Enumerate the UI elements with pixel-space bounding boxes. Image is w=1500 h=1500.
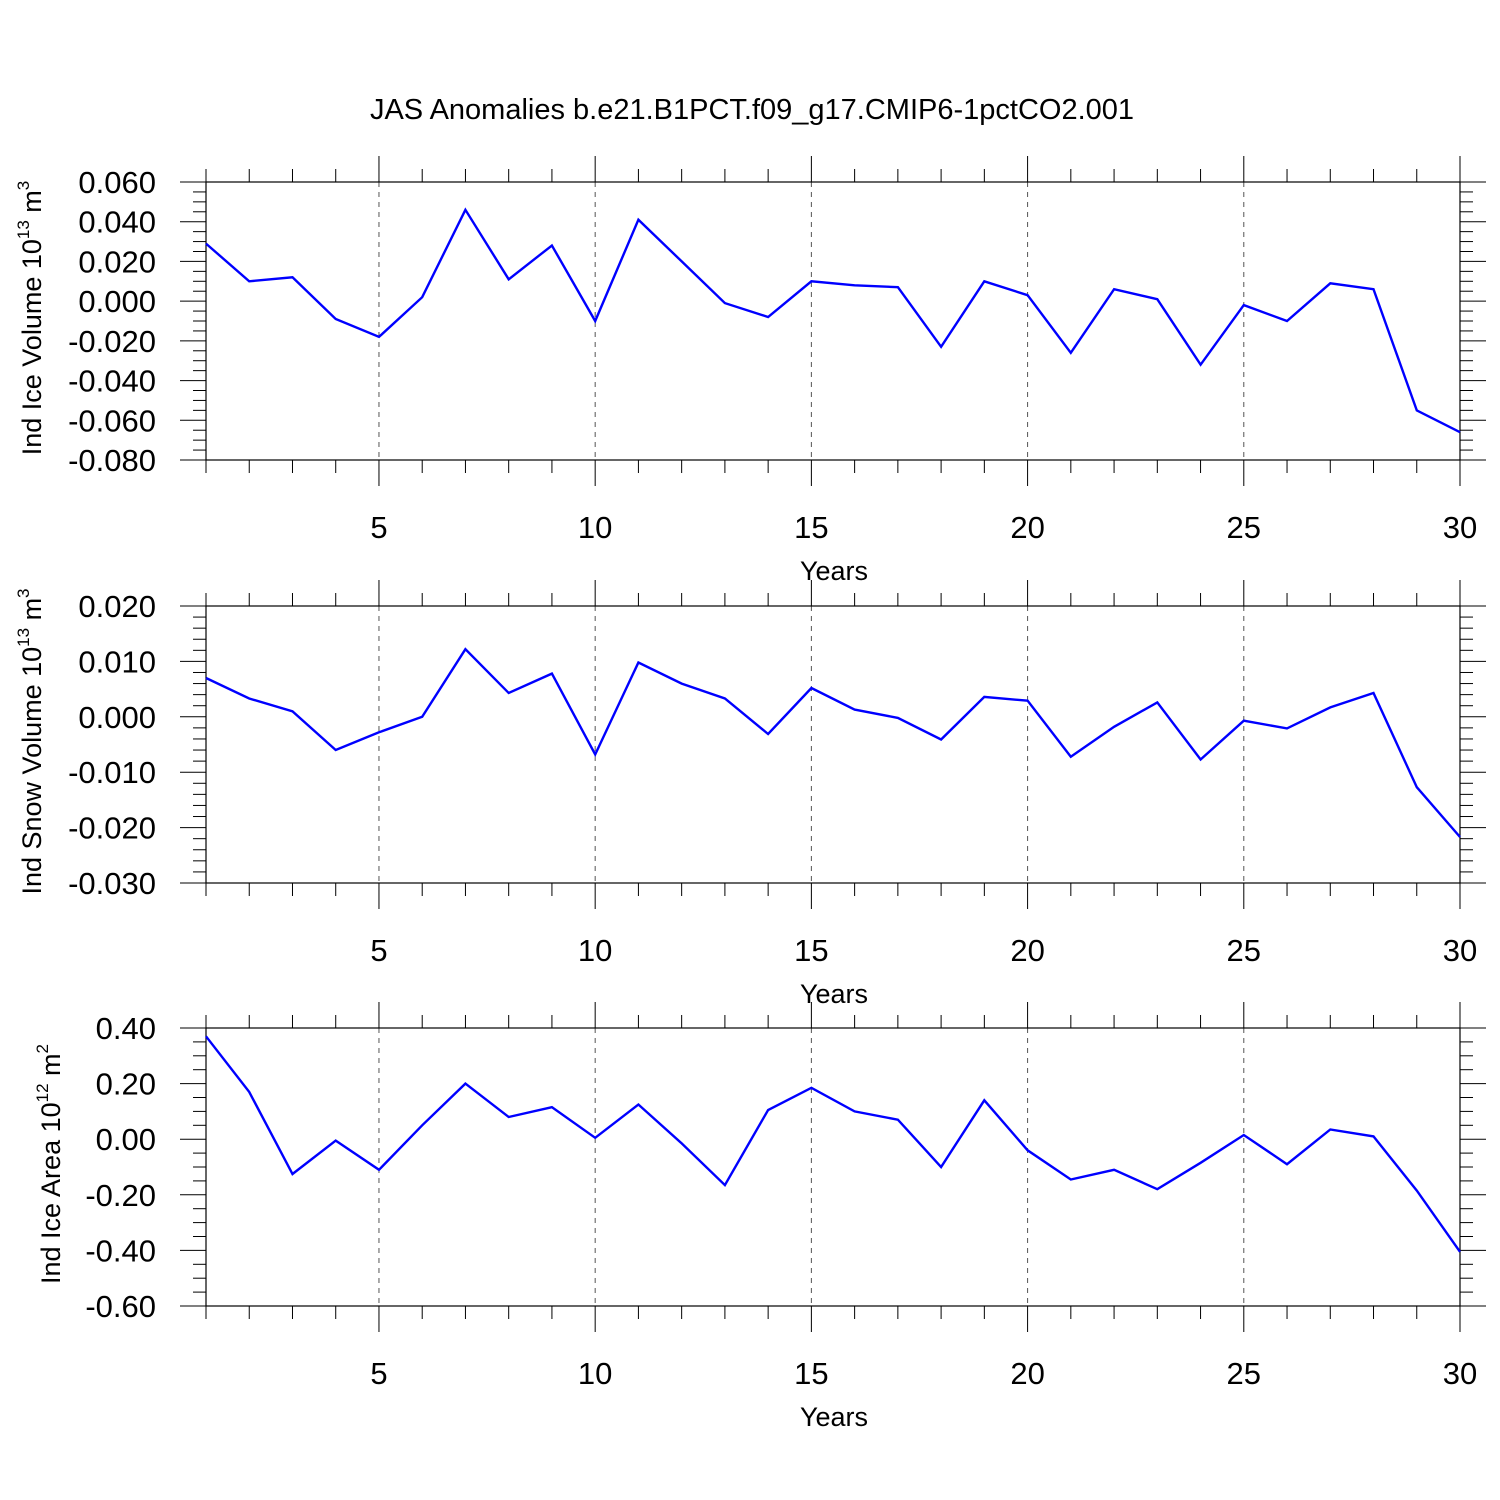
y-tick-label: 0.010: [78, 644, 156, 679]
y-tick-label: -0.060: [68, 403, 156, 438]
x-axis-label: Years: [800, 979, 868, 1009]
x-tick-label: 25: [1227, 1356, 1261, 1391]
y-tick-label: -0.010: [68, 755, 156, 790]
y-axis-label-text: Ind Ice Area 10: [36, 1102, 66, 1284]
x-tick-label: 30: [1443, 1356, 1477, 1391]
y-axis-label-unit: m: [17, 598, 47, 628]
x-tick-label: 30: [1443, 510, 1477, 545]
x-tick-label: 5: [370, 1356, 387, 1391]
series-line: [205, 647, 1461, 838]
y-tick-label: -0.030: [68, 866, 156, 901]
x-tick-label: 20: [1010, 510, 1044, 545]
y-tick-label: -0.40: [85, 1233, 156, 1268]
y-axis-label-exponent: 13: [14, 220, 33, 239]
series-line: [205, 207, 1461, 434]
x-tick-label: 15: [794, 1356, 828, 1391]
x-tick-label: 10: [578, 933, 612, 968]
x-tick-label: 15: [794, 933, 828, 968]
y-axis-label-unit-exponent: 2: [33, 1044, 52, 1053]
y-tick-label: 0.20: [96, 1067, 156, 1102]
x-tick-label: 15: [794, 510, 828, 545]
y-axis-label-unit-exponent: 3: [14, 181, 33, 190]
y-tick-label: 0.060: [78, 165, 156, 200]
y-tick-label: 0.040: [78, 205, 156, 240]
x-tick-label: 20: [1010, 933, 1044, 968]
plot-frame: [205, 1027, 1461, 1307]
y-axis-label-unit: m: [17, 190, 47, 220]
y-axis-label-exponent: 13: [14, 628, 33, 647]
panel-2: 0.020 0.010 0.000 -0.010 -0.020 -0.030 5 10 15 20…: [14, 580, 1486, 1009]
y-tick-label: 0.020: [78, 244, 156, 279]
y-axis-label: Ind Snow Volume 1013 m3: [14, 588, 47, 894]
panel-3: 0.40 0.20 0.00 -0.20 -0.40 -0.60 5 10 15 20 25 30 Ye…: [33, 1002, 1486, 1432]
series-line: [205, 1035, 1461, 1253]
y-axis-label-text: Ind Ice Volume 10: [17, 239, 47, 455]
y-tick-label: 0.40: [96, 1011, 156, 1046]
panel-1: 0.060 0.040 0.020 0.000 -0.020 -0.040 -0.060 -0…: [14, 156, 1486, 586]
x-tick-label: 30: [1443, 933, 1477, 968]
y-tick-label: 0.020: [78, 589, 156, 624]
y-axis-label: Ind Ice Area 1012 m2: [33, 1044, 66, 1284]
x-tick-label: 10: [578, 510, 612, 545]
y-tick-label: -0.020: [68, 324, 156, 359]
y-tick-label: 0.000: [78, 700, 156, 735]
y-tick-label: -0.60: [85, 1289, 156, 1324]
x-tick-label: 25: [1227, 510, 1261, 545]
x-tick-label: 5: [370, 933, 387, 968]
y-tick-label: -0.20: [85, 1178, 156, 1213]
plot-frame: [205, 605, 1461, 884]
y-axis-label-text: Ind Snow Volume 10: [17, 647, 47, 895]
x-axis-label: Years: [800, 1402, 868, 1432]
y-axis-label-unit-exponent: 3: [14, 588, 33, 597]
y-tick-label: -0.040: [68, 364, 156, 399]
y-axis-label: Ind Ice Volume 1013 m3: [14, 181, 47, 456]
y-axis-label-unit: m: [36, 1053, 66, 1083]
x-tick-label: 10: [578, 1356, 612, 1391]
y-tick-label: 0.00: [96, 1122, 156, 1157]
x-tick-label: 25: [1227, 933, 1261, 968]
x-tick-label: 20: [1010, 1356, 1044, 1391]
plot-frame: [205, 181, 1461, 461]
x-axis-label: Years: [800, 556, 868, 586]
figure-title: JAS Anomalies b.e21.B1PCT.f09_g17.CMIP6-…: [370, 94, 1134, 126]
y-axis-label-exponent: 12: [33, 1083, 52, 1102]
x-tick-label: 5: [370, 510, 387, 545]
y-tick-label: -0.080: [68, 443, 156, 478]
y-tick-label: -0.020: [68, 811, 156, 846]
y-tick-label: 0.000: [78, 284, 156, 319]
panels-group: 0.060 0.040 0.020 0.000 -0.020 -0.040 -0.060 -0…: [14, 156, 1486, 1432]
